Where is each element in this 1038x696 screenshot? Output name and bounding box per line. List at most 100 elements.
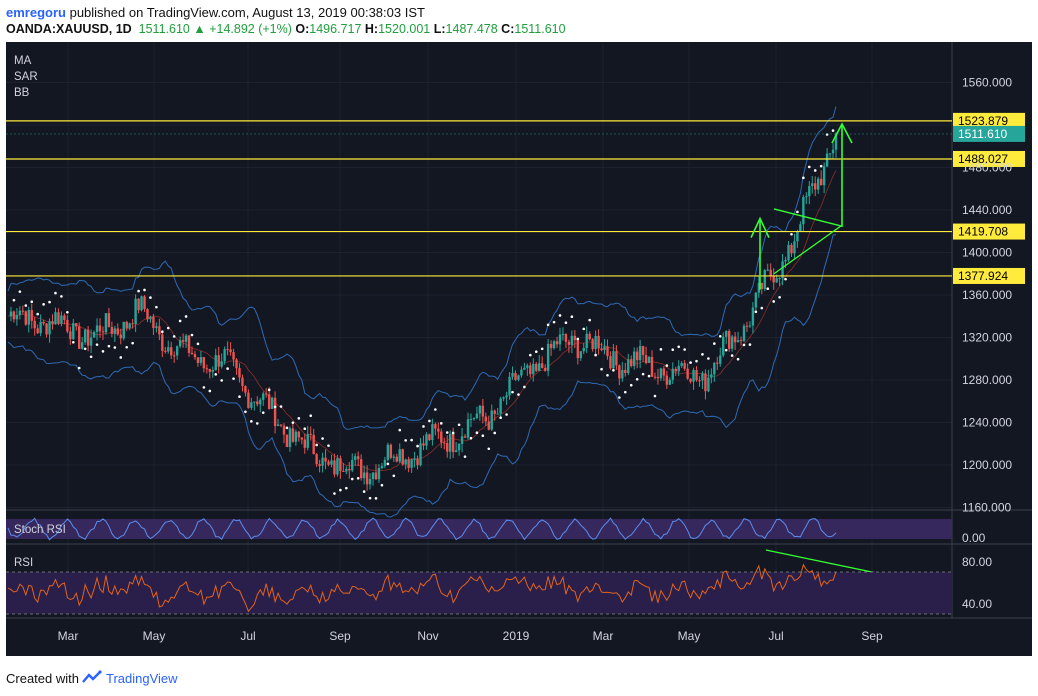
stoch-rsi-label[interactable]: Stoch RSI (14, 524, 66, 536)
sar-dot (303, 427, 307, 431)
parabolic-sar-dots (12, 129, 835, 500)
author-name[interactable]: emregoru (6, 5, 66, 20)
candle-body (695, 369, 698, 381)
candle-body (39, 321, 42, 334)
chart-svg[interactable]: 1523.879 1488.027 1419.708 1377.924 1511.610… (6, 42, 1032, 656)
symbol-line: OANDA:XAUUSD, 1D 1511.610 ▲ +14.892 (+1%… (6, 22, 566, 36)
sar-dot (66, 310, 69, 314)
sar-dot (404, 439, 407, 442)
level-tag (953, 267, 1025, 284)
candle-body (822, 166, 826, 186)
candle-body (834, 133, 838, 150)
sar-dot (671, 348, 675, 351)
candle-body (83, 329, 87, 343)
sar-dot (30, 300, 34, 303)
sar-dot (754, 310, 758, 314)
sar-dot (350, 477, 354, 481)
tradingview-brand[interactable]: TradingView (106, 671, 178, 686)
candle-body (259, 399, 262, 405)
candle-body (101, 331, 105, 333)
sar-dot (499, 416, 502, 420)
candle-body (116, 328, 120, 335)
candle-body (69, 331, 72, 340)
candle-body (241, 377, 244, 387)
candle-body (585, 333, 588, 349)
price-axis-label: 1400.000 (962, 246, 1012, 260)
publish-line: emregoru published on TradingView.com, A… (6, 5, 425, 20)
sar-dot (695, 359, 698, 363)
candle-body (170, 347, 173, 356)
candle-body (704, 373, 707, 392)
candle-body (377, 468, 381, 480)
candle-body (184, 335, 188, 342)
candle-body (698, 380, 701, 382)
candle-body (546, 343, 550, 371)
sar-dot (362, 490, 366, 493)
candle-body (291, 428, 295, 442)
price-axis[interactable]: 1560.000 1480.000 1440.000 1400.000 1360.000… (962, 76, 1012, 612)
sar-dot (713, 342, 716, 345)
candle-body (327, 461, 330, 465)
candle-body (306, 433, 309, 448)
high-label: H: (364, 22, 379, 36)
candle-body (24, 311, 28, 325)
candle-body (434, 424, 437, 429)
candle-body (772, 276, 775, 283)
candle-body (529, 365, 532, 375)
candle-body (816, 178, 820, 190)
candle-body (722, 336, 725, 356)
sar-dot (131, 341, 134, 345)
indicator-sar[interactable]: SAR (14, 71, 38, 83)
indicator-ma[interactable]: MA (14, 55, 32, 67)
candle-body (36, 328, 39, 334)
candle-body (297, 431, 301, 438)
candle-body (710, 374, 713, 378)
sar-dot (558, 314, 562, 317)
candle-body (493, 410, 496, 414)
candle-body (635, 351, 639, 361)
sar-dot (475, 431, 479, 435)
oscillator-panes (6, 517, 952, 615)
candle-body (21, 310, 25, 312)
candle-body (603, 346, 606, 351)
candle-body (517, 375, 520, 380)
level-tag (953, 150, 1025, 167)
sar-dot (12, 298, 16, 302)
candle-body (781, 261, 784, 279)
close-value: 1511.610 (514, 22, 566, 36)
symbol-name: OANDA:XAUUSD, 1D (6, 22, 132, 36)
candle-body (199, 357, 203, 363)
candle-body (202, 357, 206, 369)
candle-body (463, 436, 467, 438)
candle-body (606, 346, 609, 357)
level-tag (953, 223, 1025, 240)
candle-body (57, 312, 60, 324)
candle-body (469, 419, 473, 421)
sar-dot (392, 474, 396, 478)
candle-body (54, 312, 57, 325)
chart-canvas[interactable]: 1523.879 1488.027 1419.708 1377.924 1511.610… (6, 42, 1032, 656)
candle-body (526, 365, 529, 368)
candle-body (499, 398, 502, 414)
candle-body (149, 316, 152, 320)
candle-body (392, 456, 396, 458)
sar-dot (707, 357, 710, 360)
horizontal-levels[interactable]: 1523.879 1488.027 1419.708 1377.924 1511.610 (6, 112, 1025, 284)
rsi-label[interactable]: RSI (14, 557, 33, 569)
candle-body (422, 443, 425, 446)
sar-dot (149, 296, 152, 299)
sar-dot (285, 426, 289, 430)
time-axis[interactable]: Mar May Jul Sep Nov 2019 Mar May Jul Sep (58, 629, 883, 643)
candle-body (398, 449, 401, 462)
low-label: L: (433, 22, 446, 36)
candle-body (214, 355, 217, 371)
candle-body (659, 368, 663, 379)
candle-body (692, 369, 695, 382)
candle-body (282, 425, 286, 435)
candle-body (793, 241, 796, 254)
indicator-bb[interactable]: BB (14, 87, 30, 99)
candle-body (558, 334, 562, 345)
candle-body (555, 341, 559, 345)
candle-body (799, 224, 802, 232)
tradingview-logo-icon[interactable] (82, 670, 102, 684)
